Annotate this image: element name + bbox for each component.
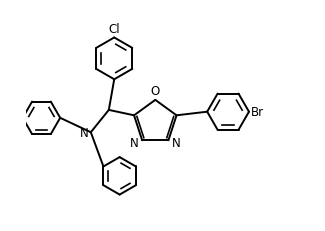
Text: O: O xyxy=(151,84,160,97)
Text: N: N xyxy=(172,136,180,149)
Text: N: N xyxy=(80,126,89,139)
Text: Cl: Cl xyxy=(109,23,120,36)
Text: Br: Br xyxy=(251,106,264,119)
Text: N: N xyxy=(130,136,139,149)
